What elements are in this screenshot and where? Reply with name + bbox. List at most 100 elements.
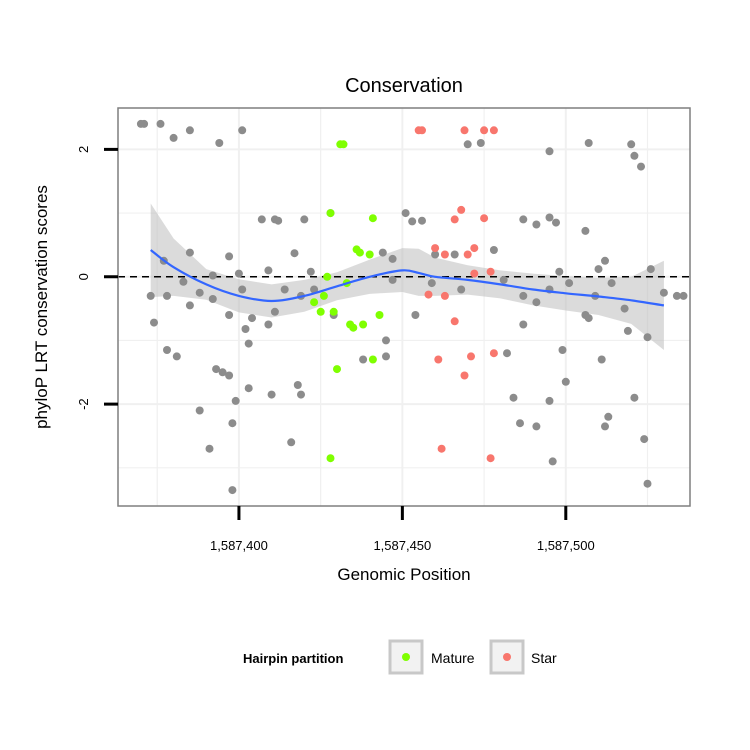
data-point-other — [627, 140, 636, 149]
legend: Hairpin partition Mature Star — [243, 639, 557, 675]
data-point-star — [489, 126, 498, 135]
data-point-other — [244, 339, 253, 348]
data-point-other — [359, 355, 368, 364]
data-point-star — [437, 444, 446, 453]
data-point-other — [509, 393, 518, 402]
data-point-other — [163, 291, 171, 300]
data-point-mature — [333, 365, 341, 374]
data-point-other — [264, 320, 273, 329]
data-point-other — [643, 333, 652, 342]
data-point-star — [489, 349, 498, 358]
plot-panel — [117, 107, 691, 507]
data-point-other — [659, 288, 668, 297]
data-point-other — [637, 162, 645, 171]
data-point-star — [467, 352, 475, 361]
data-point-other — [290, 249, 299, 258]
data-point-other — [630, 393, 639, 402]
data-point-other — [532, 220, 541, 229]
data-point-other — [195, 406, 204, 415]
x-tick-label: 1,587,400 — [210, 538, 268, 553]
legend-item-mature: Mature — [388, 639, 475, 675]
data-point-other — [140, 119, 149, 128]
data-point-other — [270, 307, 279, 316]
data-point-other — [257, 215, 266, 224]
data-point-other — [532, 298, 541, 307]
data-point-other — [241, 325, 250, 333]
data-point-other — [287, 438, 296, 447]
data-point-other — [378, 248, 387, 257]
data-point-mature — [359, 320, 368, 329]
data-point-other — [548, 457, 557, 466]
data-point-other — [382, 352, 390, 361]
x-tick-label: 1,587,450 — [373, 538, 431, 553]
data-point-other — [225, 252, 234, 261]
data-point-mature — [319, 291, 328, 300]
data-point-other — [208, 271, 217, 280]
data-point-other — [418, 216, 426, 225]
data-point-other — [457, 285, 466, 294]
data-point-other — [238, 285, 247, 294]
data-point-other — [545, 396, 554, 405]
data-point-mature — [368, 355, 377, 364]
x-axis-title: Genomic Position — [337, 565, 470, 584]
legend-dot-mature — [402, 653, 410, 661]
data-point-mature — [323, 272, 332, 281]
data-point-other — [519, 291, 528, 300]
data-point-other — [679, 291, 688, 300]
data-point-mature — [365, 250, 374, 259]
data-point-star — [457, 205, 466, 214]
data-point-other — [607, 279, 616, 288]
data-point-other — [555, 267, 564, 276]
data-point-other — [545, 213, 554, 222]
data-point-other — [597, 355, 606, 364]
data-point-star — [470, 269, 479, 278]
data-point-star — [434, 355, 443, 364]
data-point-other — [228, 419, 237, 428]
data-point-star — [486, 454, 495, 463]
data-point-other — [388, 275, 397, 284]
data-point-other — [463, 140, 472, 149]
data-point-other — [156, 119, 165, 128]
data-point-other — [431, 250, 440, 259]
data-point-star — [450, 215, 459, 224]
data-point-star — [424, 290, 433, 299]
legend-dot-star — [503, 653, 511, 661]
data-point-other — [267, 390, 276, 399]
data-point-mature — [326, 209, 335, 218]
data-point-other — [185, 126, 194, 135]
data-point-star — [460, 371, 469, 380]
panel-border — [117, 107, 691, 507]
legend-label-star: Star — [531, 650, 557, 666]
data-points — [136, 119, 688, 495]
data-point-mature — [310, 298, 319, 307]
data-point-other — [238, 126, 247, 135]
data-point-other — [489, 246, 498, 254]
data-point-other — [558, 346, 567, 354]
data-point-other — [293, 381, 302, 389]
data-point-mature — [375, 311, 384, 319]
data-point-other — [264, 266, 273, 275]
data-point-other — [163, 346, 171, 354]
data-point-other — [503, 349, 511, 358]
data-point-other — [215, 139, 224, 147]
data-point-other — [581, 226, 590, 235]
data-point-star — [440, 291, 449, 300]
y-axis-title: phyloP LRT conservation scores — [32, 185, 51, 429]
data-point-other — [205, 444, 214, 453]
data-point-star — [470, 244, 479, 253]
data-point-other — [172, 352, 181, 361]
data-point-other — [545, 147, 554, 156]
x-tick-label: 1,587,500 — [537, 538, 595, 553]
data-point-other — [623, 326, 632, 335]
data-point-other — [212, 365, 221, 374]
data-point-other — [516, 419, 524, 428]
data-point-other — [244, 384, 253, 393]
data-point-mature — [368, 214, 377, 223]
data-point-other — [519, 320, 528, 329]
data-point-other — [408, 217, 417, 226]
y-tick-label: 0 — [76, 273, 91, 280]
data-point-other — [248, 314, 256, 323]
data-point-other — [640, 435, 649, 444]
data-point-other — [231, 396, 240, 405]
